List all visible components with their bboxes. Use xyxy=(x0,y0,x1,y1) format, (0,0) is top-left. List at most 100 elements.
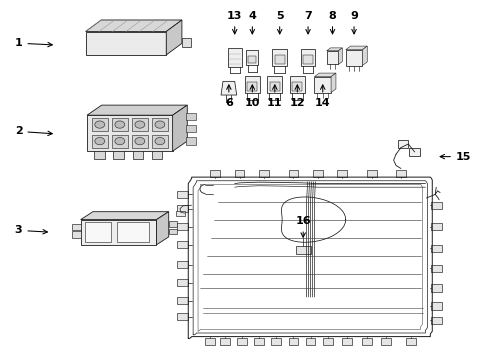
Bar xyxy=(112,118,127,131)
Bar xyxy=(430,223,441,230)
Bar xyxy=(289,76,304,93)
Circle shape xyxy=(115,138,124,145)
Text: 2: 2 xyxy=(15,126,52,136)
Polygon shape xyxy=(182,38,190,47)
Bar xyxy=(177,297,187,304)
Bar xyxy=(405,338,415,345)
Bar xyxy=(361,338,371,345)
Bar xyxy=(322,338,332,345)
Bar xyxy=(168,229,176,234)
Bar xyxy=(210,170,220,177)
Polygon shape xyxy=(81,220,156,245)
Text: 7: 7 xyxy=(304,11,311,34)
Text: 15: 15 xyxy=(439,152,470,162)
Polygon shape xyxy=(81,212,168,220)
Bar xyxy=(177,205,187,212)
Polygon shape xyxy=(345,46,366,50)
Text: 14: 14 xyxy=(314,85,330,108)
Bar xyxy=(92,135,107,148)
Polygon shape xyxy=(85,20,182,31)
Text: 11: 11 xyxy=(266,85,282,108)
Circle shape xyxy=(135,121,144,128)
Polygon shape xyxy=(87,105,187,115)
Polygon shape xyxy=(156,212,168,245)
Bar xyxy=(132,151,143,159)
Bar xyxy=(254,338,264,345)
Circle shape xyxy=(95,138,104,145)
Bar xyxy=(430,265,441,272)
Bar xyxy=(84,222,111,242)
Polygon shape xyxy=(166,20,182,55)
Bar xyxy=(430,202,441,209)
Bar xyxy=(177,279,187,286)
Bar xyxy=(244,76,259,93)
Bar xyxy=(381,338,390,345)
Bar xyxy=(430,245,441,252)
Polygon shape xyxy=(330,73,335,93)
Polygon shape xyxy=(85,31,166,55)
Bar xyxy=(397,140,407,148)
Bar xyxy=(430,302,441,310)
Text: 12: 12 xyxy=(289,85,305,108)
Bar xyxy=(408,148,419,156)
Bar xyxy=(151,151,162,159)
Text: 9: 9 xyxy=(349,11,357,34)
Bar xyxy=(186,138,196,145)
Bar xyxy=(312,170,322,177)
Bar xyxy=(177,261,187,268)
Text: 6: 6 xyxy=(224,85,232,108)
Bar xyxy=(295,246,310,254)
Bar xyxy=(430,284,441,292)
Polygon shape xyxy=(362,46,366,66)
Bar xyxy=(288,338,298,345)
Bar xyxy=(274,55,284,64)
Polygon shape xyxy=(172,105,187,151)
Bar xyxy=(92,118,107,131)
Bar xyxy=(94,151,105,159)
Circle shape xyxy=(155,121,164,128)
Bar xyxy=(205,338,215,345)
Bar xyxy=(300,49,315,66)
Bar xyxy=(132,118,147,131)
Bar xyxy=(430,317,441,324)
Bar xyxy=(112,135,127,148)
Bar xyxy=(113,151,124,159)
Bar xyxy=(246,50,258,65)
Bar xyxy=(72,231,81,238)
Bar xyxy=(267,76,282,93)
Bar xyxy=(72,224,81,230)
Bar xyxy=(237,338,246,345)
Polygon shape xyxy=(326,48,342,51)
Bar xyxy=(220,338,229,345)
Bar xyxy=(247,82,257,91)
Bar xyxy=(395,170,405,177)
Bar xyxy=(259,170,268,177)
Bar xyxy=(314,77,330,93)
Bar xyxy=(117,222,149,242)
Bar xyxy=(176,211,184,216)
Text: 5: 5 xyxy=(275,11,283,34)
Bar xyxy=(177,313,187,320)
Bar xyxy=(303,55,312,64)
Polygon shape xyxy=(87,115,172,151)
Bar xyxy=(186,113,196,120)
Bar xyxy=(132,135,147,148)
Polygon shape xyxy=(338,48,342,64)
Bar xyxy=(342,338,351,345)
Polygon shape xyxy=(221,81,236,95)
Bar xyxy=(177,191,187,198)
Circle shape xyxy=(115,121,124,128)
Bar xyxy=(234,170,244,177)
Bar xyxy=(345,50,362,66)
Bar xyxy=(186,125,196,132)
Text: 4: 4 xyxy=(248,11,256,34)
Bar xyxy=(292,82,302,91)
Bar xyxy=(305,338,315,345)
Bar xyxy=(168,221,176,227)
Bar xyxy=(227,48,241,67)
Bar xyxy=(177,223,187,230)
Circle shape xyxy=(155,138,164,145)
Bar xyxy=(366,170,376,177)
Bar xyxy=(177,241,187,248)
Text: 1: 1 xyxy=(15,38,52,48)
